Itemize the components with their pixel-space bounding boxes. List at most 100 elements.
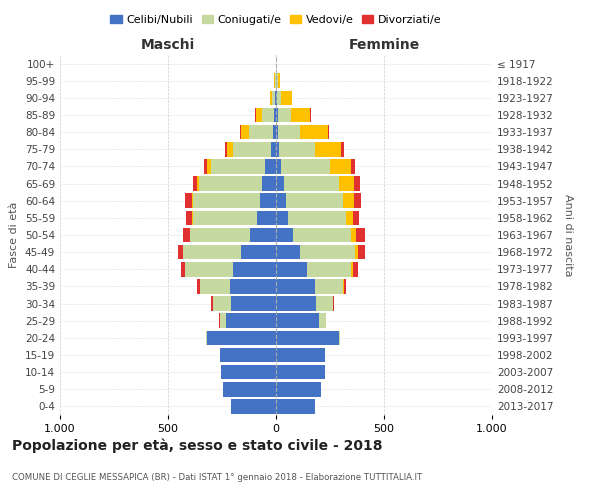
Bar xyxy=(181,262,185,276)
Y-axis label: Fasce di età: Fasce di età xyxy=(10,202,19,268)
Text: Popolazione per età, sesso e stato civile - 2018: Popolazione per età, sesso e stato civil… xyxy=(12,438,383,453)
Bar xyxy=(333,296,334,311)
Bar xyxy=(221,365,276,380)
Bar xyxy=(277,90,281,105)
Bar xyxy=(276,125,278,140)
Bar xyxy=(328,125,329,140)
Bar xyxy=(276,314,319,328)
Bar xyxy=(255,108,256,122)
Bar xyxy=(230,279,276,293)
Bar xyxy=(354,194,361,208)
Bar xyxy=(276,365,325,380)
Bar xyxy=(241,125,249,140)
Bar xyxy=(350,159,355,174)
Bar xyxy=(199,176,262,191)
Bar xyxy=(183,245,241,260)
Bar xyxy=(276,210,288,225)
Bar xyxy=(279,142,315,156)
Bar xyxy=(260,194,276,208)
Bar xyxy=(346,210,353,225)
Bar xyxy=(343,194,354,208)
Legend: Celibi/Nubili, Coniugati/e, Vedovi/e, Divorziati/e: Celibi/Nubili, Coniugati/e, Vedovi/e, Di… xyxy=(106,10,446,29)
Bar xyxy=(193,176,197,191)
Bar xyxy=(187,210,192,225)
Bar xyxy=(220,348,276,362)
Bar xyxy=(227,142,233,156)
Bar xyxy=(276,176,284,191)
Bar xyxy=(178,245,183,260)
Bar xyxy=(276,296,316,311)
Bar xyxy=(276,228,293,242)
Bar xyxy=(343,279,344,293)
Bar xyxy=(358,245,365,260)
Bar xyxy=(278,108,290,122)
Bar xyxy=(300,125,328,140)
Bar xyxy=(193,194,260,208)
Bar xyxy=(249,125,273,140)
Bar xyxy=(341,142,344,156)
Bar xyxy=(276,348,325,362)
Bar xyxy=(190,228,250,242)
Text: Femmine: Femmine xyxy=(349,38,419,52)
Bar xyxy=(269,90,272,105)
Bar xyxy=(233,262,276,276)
Bar xyxy=(197,176,199,191)
Bar xyxy=(256,108,262,122)
Bar xyxy=(219,314,220,328)
Bar xyxy=(262,108,274,122)
Bar xyxy=(220,314,226,328)
Bar xyxy=(276,382,322,396)
Bar xyxy=(276,90,277,105)
Bar xyxy=(344,279,346,293)
Bar xyxy=(350,228,356,242)
Bar xyxy=(276,262,307,276)
Bar xyxy=(185,194,192,208)
Bar xyxy=(290,108,310,122)
Bar xyxy=(271,142,276,156)
Bar xyxy=(257,210,276,225)
Bar xyxy=(276,330,338,345)
Bar xyxy=(274,108,276,122)
Text: Maschi: Maschi xyxy=(141,38,195,52)
Bar xyxy=(230,399,276,413)
Bar xyxy=(185,262,233,276)
Bar xyxy=(277,74,278,88)
Bar xyxy=(330,159,350,174)
Bar xyxy=(338,330,340,345)
Bar xyxy=(241,245,276,260)
Bar xyxy=(350,262,353,276)
Bar xyxy=(284,176,338,191)
Bar xyxy=(262,176,276,191)
Bar xyxy=(300,245,355,260)
Bar xyxy=(286,194,343,208)
Bar xyxy=(200,279,230,293)
Bar xyxy=(265,159,276,174)
Bar xyxy=(278,74,280,88)
Bar xyxy=(206,330,207,345)
Bar xyxy=(225,142,227,156)
Bar xyxy=(197,279,200,293)
Bar xyxy=(276,108,278,122)
Bar xyxy=(278,125,300,140)
Bar xyxy=(355,245,358,260)
Bar xyxy=(203,159,207,174)
Bar xyxy=(273,125,276,140)
Bar xyxy=(207,159,211,174)
Bar xyxy=(281,90,292,105)
Bar xyxy=(354,176,360,191)
Bar xyxy=(315,142,341,156)
Bar xyxy=(233,142,271,156)
Bar xyxy=(272,90,275,105)
Bar xyxy=(288,210,346,225)
Bar xyxy=(353,262,358,276)
Bar xyxy=(214,296,230,311)
Bar xyxy=(192,194,193,208)
Bar xyxy=(275,90,276,105)
Bar xyxy=(193,210,257,225)
Bar xyxy=(315,279,343,293)
Bar xyxy=(310,108,311,122)
Bar xyxy=(276,279,315,293)
Bar xyxy=(307,262,350,276)
Bar xyxy=(276,399,315,413)
Bar xyxy=(211,296,214,311)
